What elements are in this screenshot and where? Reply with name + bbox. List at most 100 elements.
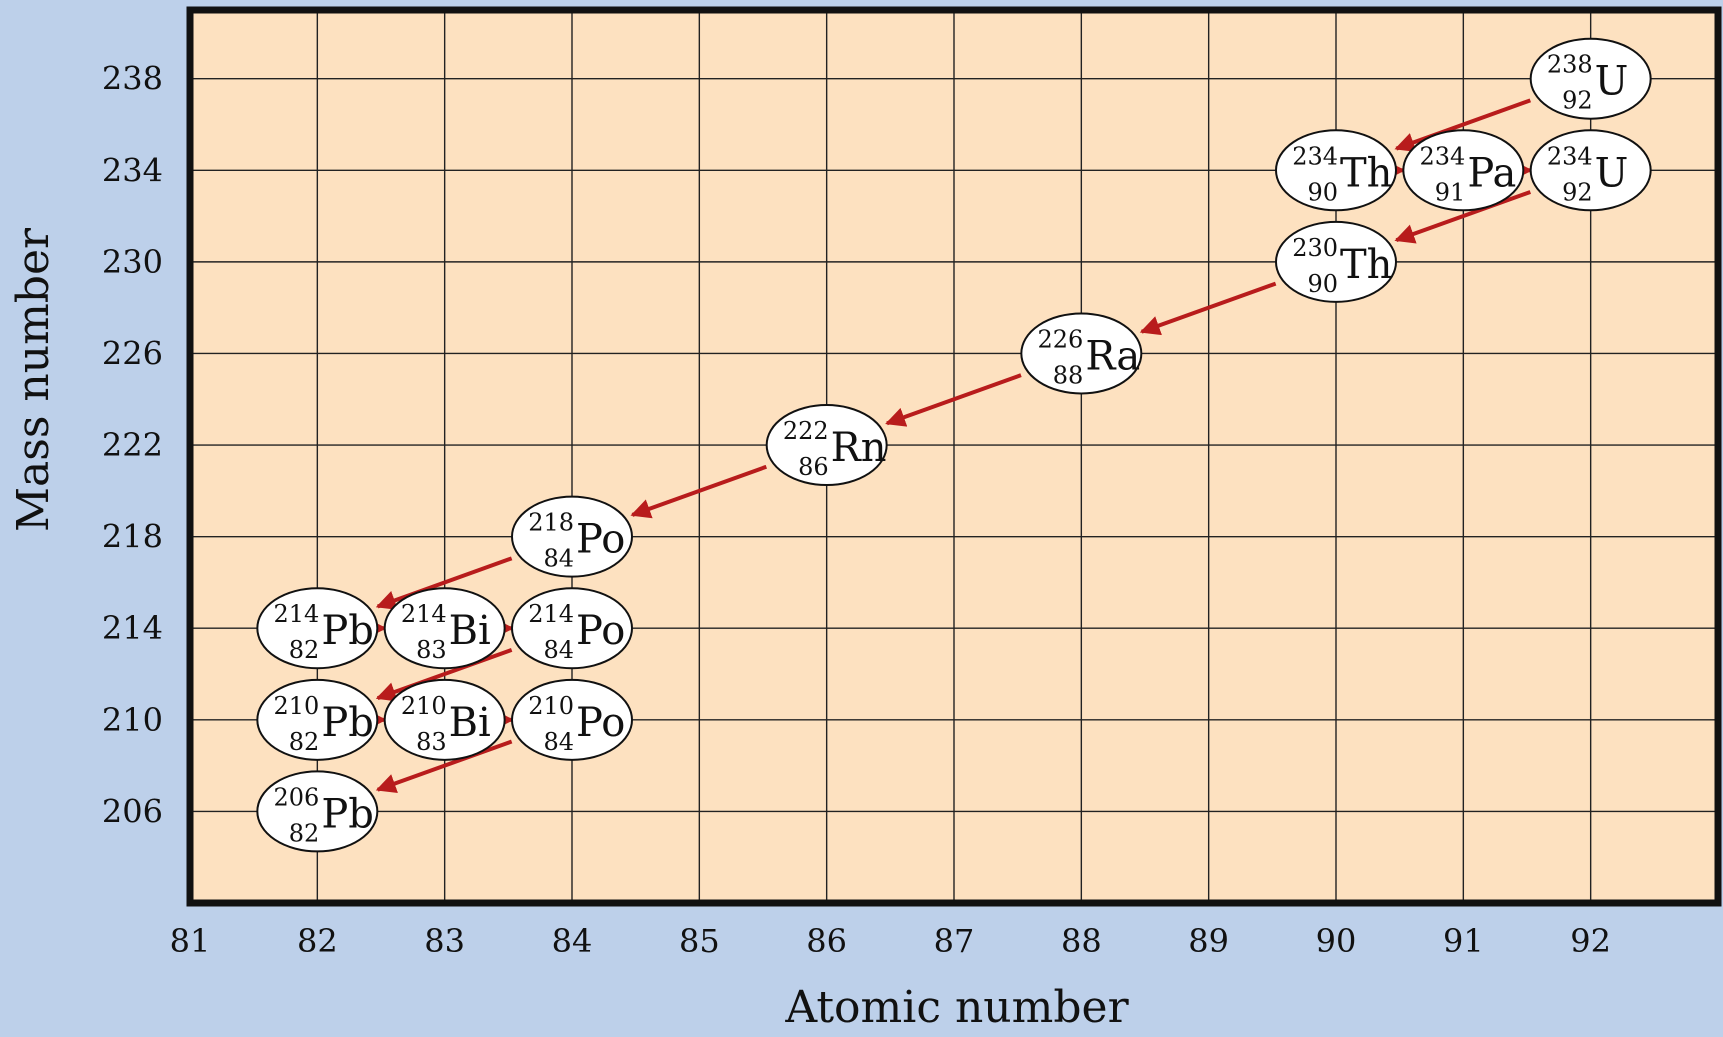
nuclide-mass-number: 214 — [401, 600, 447, 628]
nuclide-node: 210 82 Pb — [256, 678, 379, 761]
nuclide-node: 222 86 Rn — [765, 404, 888, 487]
y-tick-label: 214 — [102, 609, 163, 647]
nuclide-atomic-number: 84 — [543, 728, 574, 756]
decay-arrow-alpha — [375, 648, 513, 702]
nuclide-ellipse — [1275, 220, 1397, 303]
x-tick-label: 85 — [679, 922, 720, 960]
nuclide-node: 210 84 Po — [511, 678, 633, 761]
nuclide-atomic-number: 86 — [798, 453, 829, 481]
nuclide-mass-number: 222 — [783, 417, 829, 445]
y-tick-label: 206 — [102, 792, 163, 830]
nuclide-ellipse — [1529, 37, 1652, 120]
y-axis-label: Mass number — [8, 227, 59, 532]
nuclide-symbol: Pb — [321, 791, 374, 837]
nuclide-mass-number: 206 — [274, 783, 320, 811]
nuclide-node: 234 90 Th — [1275, 129, 1397, 212]
nuclide-mass-number: 210 — [274, 692, 320, 720]
nuclide-ellipse — [511, 678, 633, 761]
x-tick-label: 89 — [1188, 922, 1229, 960]
nuclide-node: 214 84 Po — [511, 587, 633, 670]
x-axis-label: Atomic number — [784, 982, 1129, 1033]
y-tick-label: 226 — [102, 334, 163, 372]
nuclide-node: 226 88 Ra — [1020, 312, 1143, 395]
nuclide-mass-number: 214 — [274, 600, 320, 628]
nuclide-symbol: Pb — [321, 608, 374, 654]
nuclide-ellipse — [256, 587, 379, 670]
nuclide-symbol: Pb — [321, 700, 374, 746]
nuclide-node: 218 84 Po — [511, 495, 633, 578]
decay-arrow-alpha — [1394, 190, 1532, 244]
nuclide-node: 230 90 Th — [1275, 220, 1397, 303]
nuclide-mass-number: 218 — [528, 509, 574, 537]
nuclide-atomic-number: 90 — [1307, 178, 1338, 206]
nuclide-node: 238 92 U — [1529, 37, 1652, 120]
x-tick-label: 91 — [1443, 922, 1484, 960]
nuclide-ellipse — [511, 587, 633, 670]
nuclide-symbol: Bi — [449, 700, 491, 746]
nuclide-ellipse — [1020, 312, 1143, 395]
nuclide-atomic-number: 84 — [543, 636, 574, 664]
decay-arrow-alpha — [630, 464, 768, 519]
nuclide-mass-number: 226 — [1038, 325, 1084, 353]
decay-arrows — [366, 98, 1533, 794]
y-tick-label: 218 — [102, 518, 163, 556]
x-tick-label: 90 — [1316, 922, 1357, 960]
nuclide-symbol: Po — [576, 608, 625, 654]
nuclide-atomic-number: 91 — [1435, 178, 1466, 206]
nuclide-symbol: Rn — [831, 425, 887, 471]
x-tick-label: 84 — [552, 922, 593, 960]
nuclide-symbol: Ra — [1085, 333, 1140, 379]
nuclide-atomic-number: 92 — [1562, 178, 1593, 206]
nuclide-mass-number: 234 — [1292, 142, 1338, 170]
y-tick-label: 210 — [102, 701, 163, 739]
nuclide-node: 210 83 Bi — [383, 678, 506, 761]
nuclide-ellipse — [1275, 129, 1397, 212]
y-tick-label: 222 — [102, 426, 163, 464]
nuclide-atomic-number: 82 — [289, 728, 320, 756]
nuclide-ellipse — [511, 495, 633, 578]
nuclide-atomic-number: 84 — [543, 545, 574, 573]
decay-arrow-alpha — [885, 373, 1022, 427]
y-tick-label: 238 — [102, 60, 163, 98]
nuclide-atomic-number: 83 — [416, 728, 447, 756]
nuclide-ellipse — [256, 770, 379, 853]
nuclide-mass-number: 214 — [528, 600, 574, 628]
nuclide-mass-number: 230 — [1292, 234, 1338, 262]
nuclide-ellipse — [1402, 129, 1525, 212]
nuclide-symbol: U — [1595, 150, 1629, 196]
nuclide-atomic-number: 82 — [289, 819, 320, 847]
nuclide-node: 206 82 Pb — [256, 770, 379, 853]
nuclide-atomic-number: 82 — [289, 636, 320, 664]
nuclide-mass-number: 234 — [1547, 142, 1593, 170]
y-tick-label: 234 — [102, 151, 163, 189]
x-tick-labels: 81 82 83 84 85 86 87 88 89 90 91 92 — [170, 922, 1611, 960]
nuclide-symbol: Th — [1340, 150, 1392, 196]
nuclide-atomic-number: 92 — [1562, 87, 1593, 115]
nuclide-symbol: Po — [576, 700, 625, 746]
nuclide-node: 214 83 Bi — [383, 587, 506, 670]
nuclide-mass-number: 234 — [1420, 142, 1466, 170]
decay-arrow-alpha — [1139, 281, 1277, 336]
nuclide-symbol: U — [1595, 59, 1629, 105]
nuclide-ellipse — [383, 587, 506, 670]
y-tick-label: 230 — [102, 243, 163, 281]
nuclide-ellipse — [256, 678, 379, 761]
nuclide-symbol: Th — [1340, 242, 1392, 288]
nuclide-atomic-number: 90 — [1307, 270, 1338, 298]
nuclide-ellipse — [1529, 129, 1652, 212]
nuclide-mass-number: 210 — [401, 692, 447, 720]
x-tick-label: 83 — [424, 922, 465, 960]
nuclide-node: 234 92 U — [1529, 129, 1652, 212]
plot-frame — [186, 6, 1722, 907]
y-tick-labels: 206 210 214 218 222 226 230 234 238 — [102, 60, 163, 831]
nuclide-symbol: Pa — [1467, 150, 1516, 196]
nuclide-node: 214 82 Pb — [256, 587, 379, 670]
nuclide-mass-number: 210 — [528, 692, 574, 720]
x-tick-label: 81 — [170, 922, 211, 960]
x-tick-label: 82 — [297, 922, 338, 960]
nuclide-mass-number: 238 — [1547, 51, 1593, 79]
x-tick-label: 88 — [1061, 922, 1102, 960]
nuclide-symbol: Po — [576, 517, 625, 563]
